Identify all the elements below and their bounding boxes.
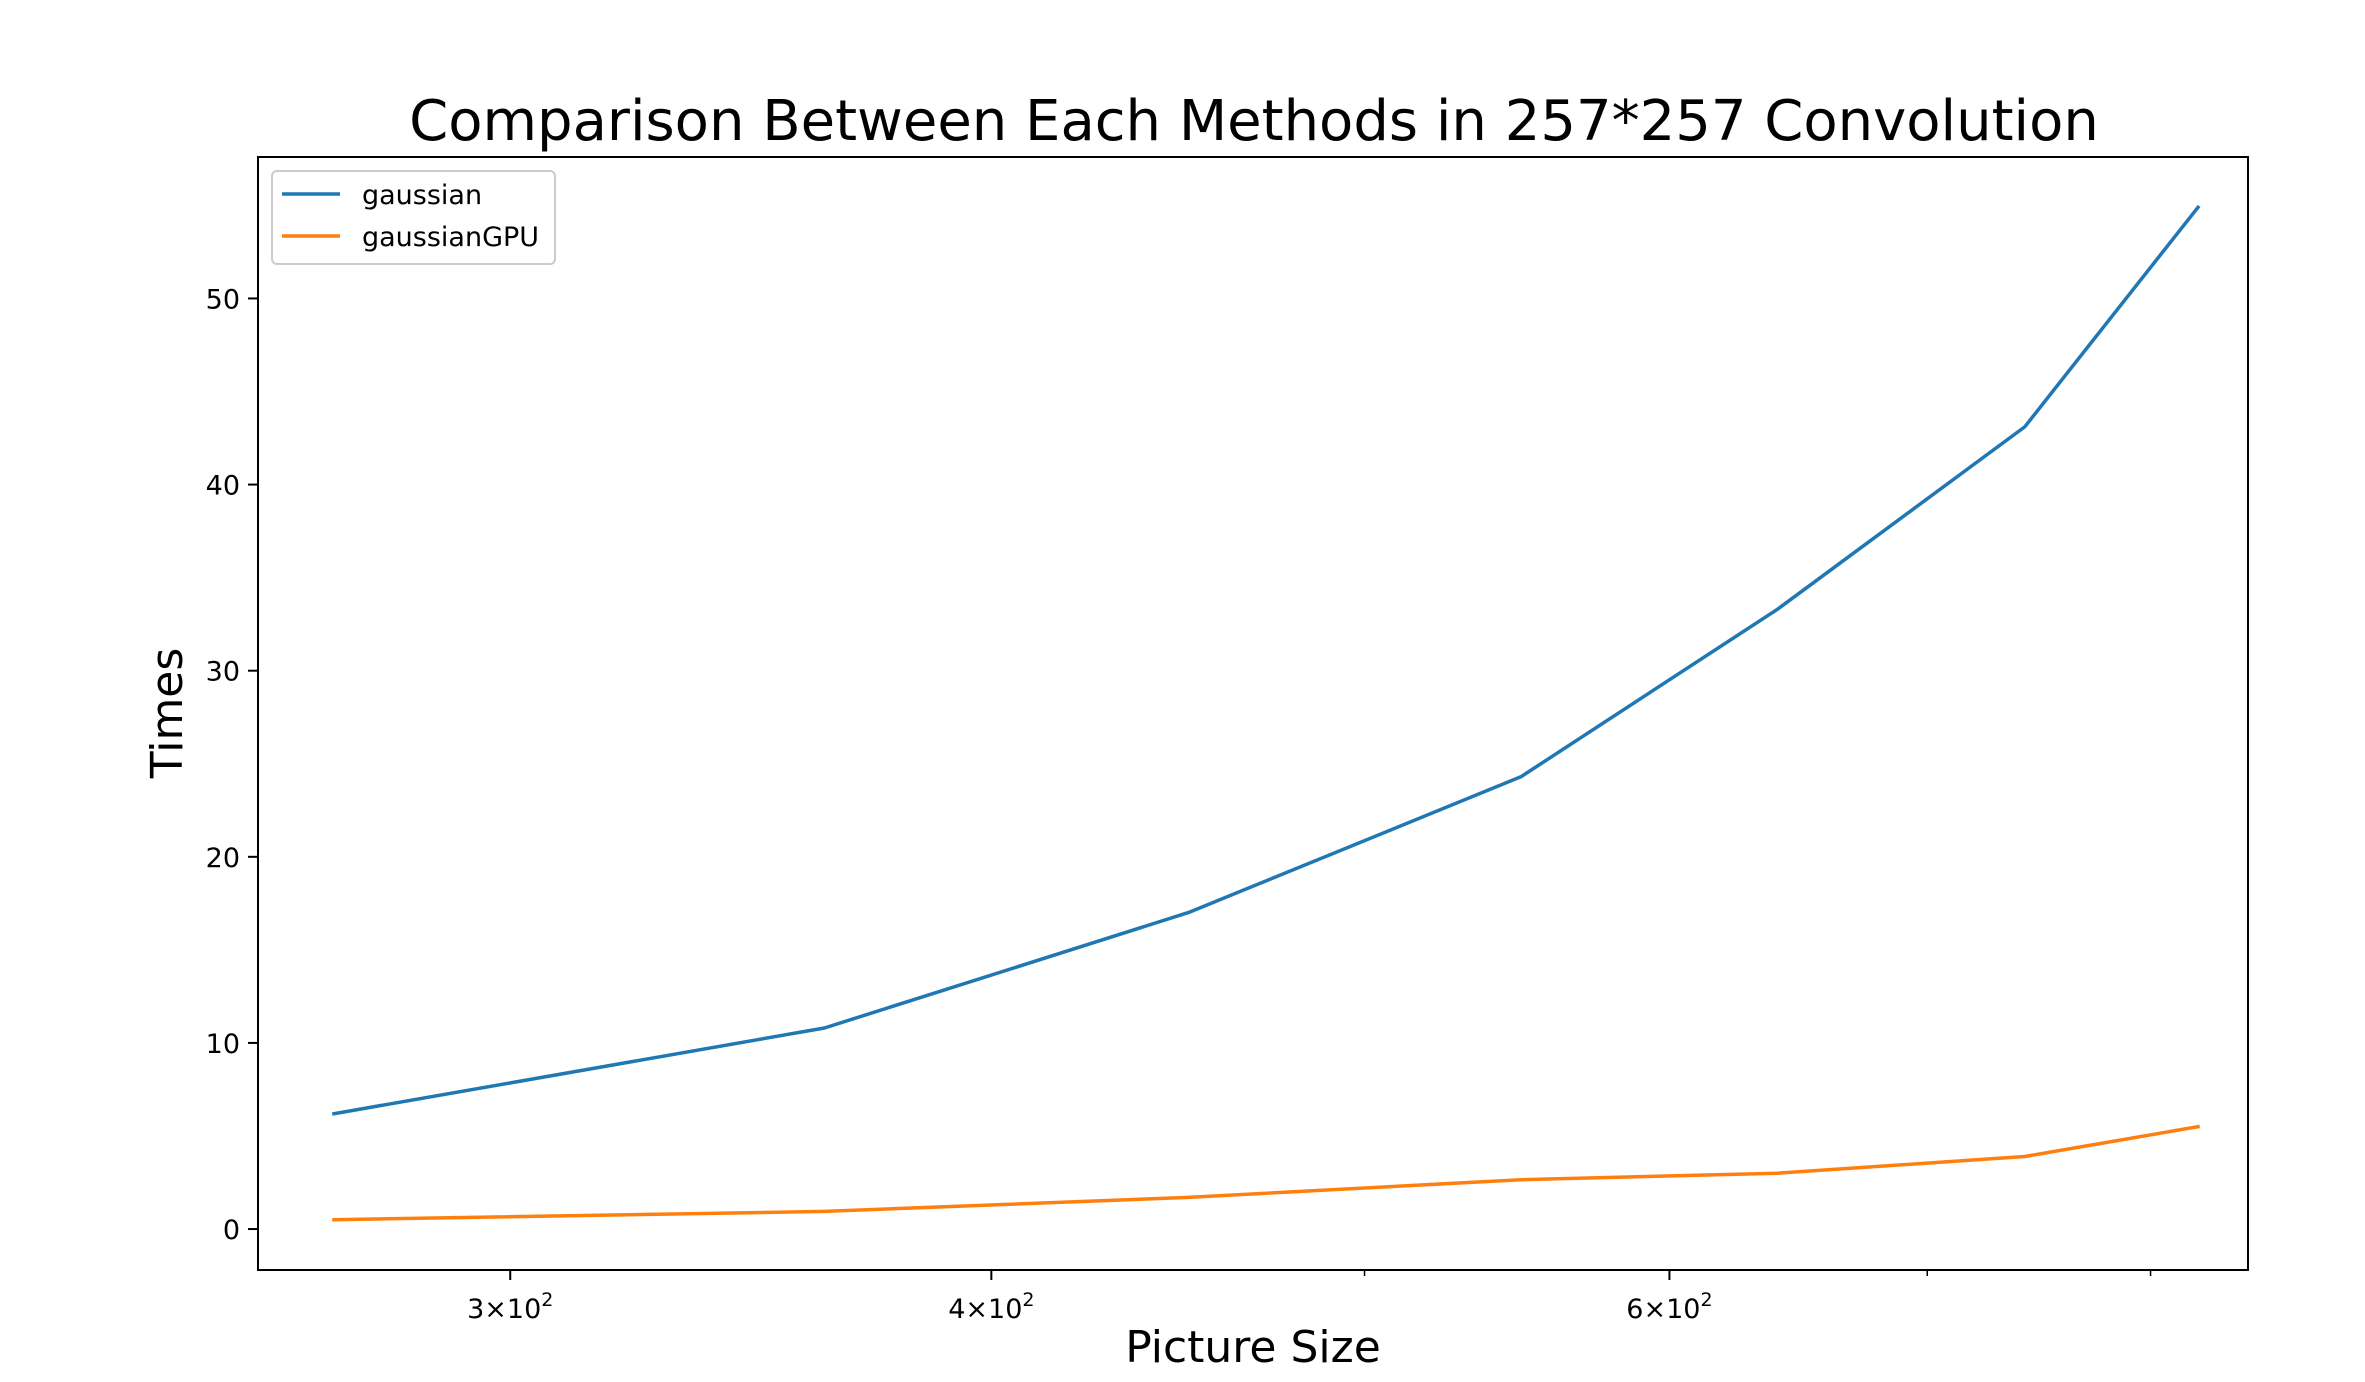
series-line-gaussian bbox=[331, 204, 2201, 1116]
series-line-gaussianGPU bbox=[332, 1124, 2201, 1222]
y-tick-label: 10 bbox=[206, 1029, 240, 1060]
y-ticks: 0 10 20 30 40 50 bbox=[206, 284, 258, 1246]
y-tick-label: 20 bbox=[206, 843, 240, 874]
x-tick-label: 6×102 bbox=[1626, 1289, 1712, 1325]
x-tick-label: 4×102 bbox=[948, 1289, 1034, 1325]
y-tick-label: 40 bbox=[206, 471, 240, 502]
legend-label-gaussian: gaussian bbox=[362, 180, 482, 211]
plot-frame bbox=[257, 156, 2249, 1271]
y-axis-label: Times bbox=[142, 648, 193, 780]
plot-lines bbox=[331, 204, 2201, 1222]
y-tick-label: 0 bbox=[223, 1215, 240, 1246]
legend-box bbox=[271, 170, 556, 265]
legend-label-gaussianGPU: gaussianGPU bbox=[362, 222, 539, 253]
y-tick-label: 30 bbox=[206, 657, 240, 688]
x-axis-label: Picture Size bbox=[1125, 1322, 1381, 1373]
x-ticks: 3×102 4×102 6×102 bbox=[467, 1270, 2152, 1325]
legend: gaussian gaussianGPU bbox=[271, 170, 556, 265]
x-tick-label: 3×102 bbox=[467, 1289, 553, 1325]
chart-title: Comparison Between Each Methods in 257*2… bbox=[409, 89, 2099, 154]
y-tick-label: 50 bbox=[206, 284, 240, 315]
